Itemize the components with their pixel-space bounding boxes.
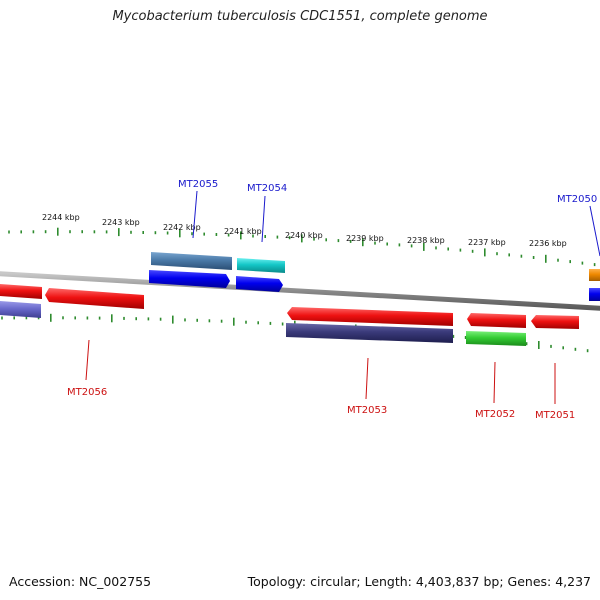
- leader-mt2053: [365, 357, 369, 400]
- gene-mt2050-feature[interactable]: [589, 269, 600, 281]
- leader-mt2050: [589, 205, 600, 257]
- forward-strand-genes: [149, 252, 600, 301]
- scale-label: 2239 kbp: [346, 234, 384, 243]
- map-title: Mycobacterium tuberculosis CDC1551, comp…: [112, 9, 488, 24]
- leader-mt2056: [85, 339, 90, 381]
- scale-label: 2238 kbp: [407, 236, 445, 245]
- reverse-strand-genes: [0, 284, 579, 346]
- tick-marks-outer: [8, 227, 596, 267]
- gene-mt2052-cds[interactable]: [467, 313, 526, 328]
- accession-label: Accession: NC_002755: [9, 574, 152, 589]
- scale-labels: 2244 kbp 2243 kbp 2242 kbp 2241 kbp 2240…: [42, 213, 567, 248]
- genome-summary: Topology: circular; Length: 4,403,837 bp…: [247, 574, 591, 589]
- scale-label: 2236 kbp: [529, 239, 567, 248]
- leader-mt2054: [261, 195, 266, 243]
- genome-backbone: [0, 271, 600, 311]
- gene-label-mt2051[interactable]: MT2051: [535, 410, 575, 421]
- gene-label-mt2050[interactable]: MT2050: [557, 194, 597, 205]
- scale-label: 2243 kbp: [102, 218, 140, 227]
- gene-label-mt2055[interactable]: MT2055: [178, 179, 218, 190]
- scale-label: 2241 kbp: [224, 227, 262, 236]
- gene-mt2054-feature[interactable]: [237, 258, 285, 273]
- gene-mt2054-cds[interactable]: [236, 276, 283, 292]
- gene-mt2050-cds[interactable]: [589, 288, 600, 301]
- label-leaders: [85, 190, 600, 404]
- gene-left-edge-cds[interactable]: [0, 284, 42, 299]
- gene-label-mt2052[interactable]: MT2052: [475, 409, 515, 420]
- gene-label-mt2054[interactable]: MT2054: [247, 183, 287, 194]
- gene-left-edge-feature[interactable]: [0, 301, 41, 318]
- gene-label-mt2053[interactable]: MT2053: [347, 405, 387, 416]
- gene-mt2055-feature[interactable]: [151, 252, 232, 270]
- gene-mt2055-cds[interactable]: [149, 270, 230, 288]
- scale-label: 2244 kbp: [42, 213, 80, 222]
- scale-label: 2240 kbp: [285, 231, 323, 240]
- gene-mt2053-feature[interactable]: [286, 323, 453, 343]
- scale-label: 2237 kbp: [468, 238, 506, 247]
- gene-mt2053-cds[interactable]: [287, 307, 453, 326]
- leader-mt2052: [493, 361, 496, 404]
- gene-labels: MT2055 MT2054 MT2050 MT2056 MT2053 MT205…: [67, 179, 597, 421]
- scale-label: 2242 kbp: [163, 223, 201, 232]
- gene-label-mt2056[interactable]: MT2056: [67, 387, 107, 398]
- gene-mt2056-cds[interactable]: [45, 288, 144, 309]
- leader-mt2055: [192, 190, 198, 239]
- gene-mt2052-feature[interactable]: [466, 331, 526, 346]
- gene-mt2051-cds[interactable]: [531, 315, 579, 329]
